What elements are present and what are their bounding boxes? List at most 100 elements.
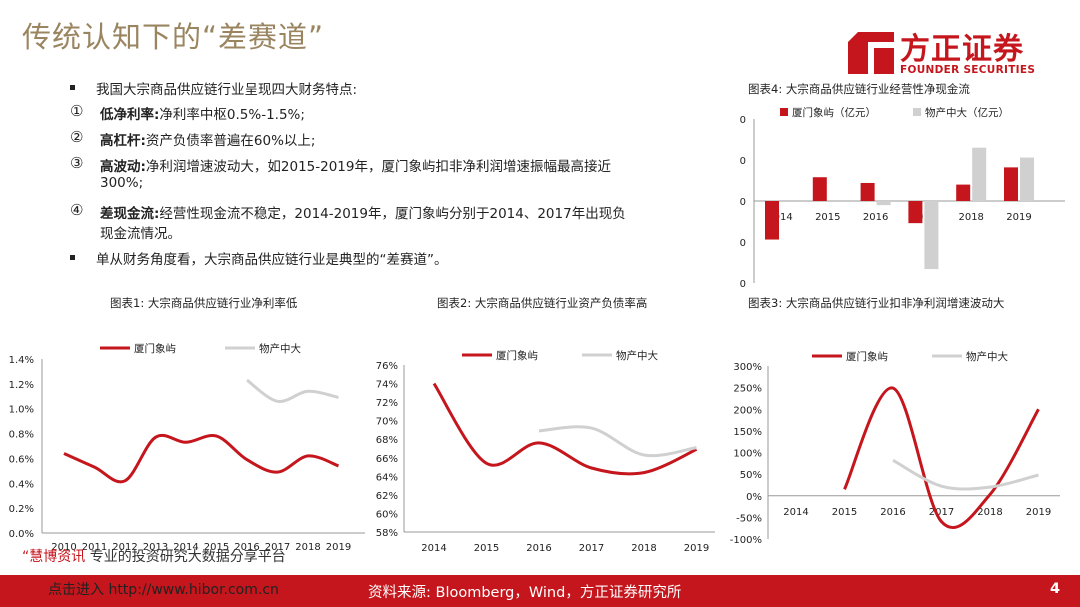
chart1-ytick-label: 1.4% [9,355,34,366]
logo-en: FOUNDER SECURITIES [900,64,1036,76]
point-3-key: 高波动: [100,159,146,175]
chart2-ytick-label: 70% [376,417,398,428]
chart4-xtick-label: 2017 [911,212,936,223]
chart4-bar [812,177,827,201]
chart3-legend-label: 物产中大 [966,350,1008,363]
point-2-key: 高杠杆: [100,133,146,149]
chart3-ytick-label: 300% [733,362,762,373]
watermark-link[interactable]: 点击进入 http://www.hibor.com.cn [48,582,279,598]
chart2-ytick-label: 66% [376,454,398,465]
chart2-series-line [432,382,698,476]
chart4-xtick-label: 2018 [958,212,983,223]
chart4-bar [765,201,779,240]
chart3-ytick-label: -50% [736,513,762,524]
chart2-line-chart: 76% 74% 72% 70% 68% 66% 64% 62% 60% 58% 2014 2015 20… [376,349,715,554]
chart2-ytick-label: 76% [376,361,398,372]
point-4-number: ④ [70,201,84,219]
point-1-number: ① [70,102,84,120]
point-3-number: ③ [70,154,84,172]
page-title: 传统认知下的“差赛道” [22,20,325,54]
chart2-xtick-label: 2018 [631,543,656,554]
chart4-legend-label: 厦门象屿（亿元） [792,106,876,119]
bullet-icon [70,85,75,90]
chart3-ytick-label: -100% [730,535,762,546]
chart1-ytick-label: 0.2% [9,504,34,515]
chart3-ytick-label: 0% [746,492,762,503]
chart2-legend-label: 物产中大 [616,349,658,362]
chart1-xtick-label: 2019 [326,542,351,553]
chart1-legend-label: 物产中大 [259,342,301,355]
watermark-brand: “慧博资讯 [22,549,86,565]
chart2-xtick-label: 2014 [421,543,446,554]
chart3-series-line [892,458,1039,491]
chart3-ytick-label: 50% [740,470,762,481]
point-1-key: 低净利率: [100,107,160,123]
chart4-legend-label: 物产中大（亿元） [925,106,1009,119]
chart4-ytick-label: -100 [740,279,746,290]
point-1: 低净利率:净利率中枢0.5%-1.5%; [100,103,305,123]
point-4-text: 经营性现金流不稳定，2014-2019年，厦门象屿分别于2014、2017年出现… [159,206,626,222]
chart2-ytick-label: 58% [376,528,398,539]
point-2: 高杠杆:资产负债率普遍在60%以上; [100,129,315,149]
chart2-ytick-label: 72% [376,398,398,409]
chart2-legend-label: 厦门象屿 [496,349,538,362]
chart1-title: 图表1: 大宗商品供应链行业净利率低 [110,296,298,310]
point-1-text: 净利率中枢0.5%-1.5%; [159,107,305,123]
chart4-bar [1020,157,1034,201]
chart3-ytick-label: 150% [733,427,762,438]
chart3-series-line [843,386,1040,530]
chart3-xtick-label: 2017 [929,507,954,518]
chart3-ytick-label: 100% [733,449,762,460]
chart2-ytick-label: 74% [376,380,398,391]
page-number: 4 [1050,581,1061,597]
chart4-xtick-label: 2016 [863,212,888,223]
source-note: 资料来源: Bloomberg，Wind，方正证券研究所 [368,585,682,601]
chart1-legend-label: 厦门象屿 [134,342,176,355]
chart1-series-line [246,378,339,403]
chart1-xtick-label: 2011 [82,542,107,553]
footer-bar [0,575,1080,607]
watermark-line1: “慧博资讯 专业的投资研究大数据分享平台 [22,546,286,566]
point-4: 差现金流:经营性现金流不稳定，2014-2019年，厦门象屿分别于2014、20… [100,202,626,222]
chart4-bar [956,184,971,201]
chart1-series-line [63,433,340,484]
chart4-xtick-label: 2015 [815,212,840,223]
chart3-ytick-label: 200% [733,405,762,416]
chart3-xtick-label: 2015 [832,507,857,518]
logo-cn: 方正证券 [900,32,1024,67]
chart2-xtick-label: 2015 [474,543,499,554]
point-3: 高波动:净利润增速波动大，如2015-2019年，厦门象屿扣非净利润增速振幅最高… [100,155,611,175]
chart4-bar [972,147,987,201]
chart3-legend-label: 厦门象屿 [846,350,888,363]
chart4-ytick-label: -50 [740,238,746,249]
chart1-xtick-label: 2014 [173,542,198,553]
point-4-text-cont: 现金流情况。 [100,226,181,242]
chart1-xtick-label: 2018 [295,542,320,553]
chart4-legend-swatch [913,108,921,116]
chart4-ytick-label: 0 [740,197,746,208]
chart3-xtick-label: 2019 [1026,507,1051,518]
chart1-ytick-label: 0.0% [9,529,34,540]
chart2-ytick-label: 62% [376,491,398,502]
chart4-bar [924,201,939,270]
chart1-ytick-label: 1.0% [9,405,34,416]
chart2-ytick-label: 64% [376,472,398,483]
chart4-legend-swatch [780,108,788,116]
chart4-ytick-label: 50 [740,156,746,167]
conclusion-text: 单从财务角度看，大宗商品供应链行业是典型的“差赛道”。 [96,252,448,268]
chart2-ytick-label: 68% [376,435,398,446]
chart4-xtick-label: 2014 [767,212,792,223]
bullet-icon [70,255,75,260]
watermark-text: 专业的投资研究大数据分享平台 [89,549,286,565]
chart2-xtick-label: 2019 [684,543,709,554]
point-3-text-cont: 300%; [100,175,144,191]
chart1-xtick-label: 2012 [112,542,137,553]
chart1-xtick-label: 2015 [204,542,229,553]
chart4-bar [1004,167,1018,201]
chart3-xtick-label: 2018 [977,507,1002,518]
chart1-line-chart: 1.4% 1.2% 1.0% 0.8% 0.6% 0.4% 0.2% 0.0% 2010 2011… [9,342,365,553]
intro-text: 我国大宗商品供应链行业呈现四大财务特点: [96,82,358,98]
chart3-ytick-label: 250% [733,384,762,395]
chart1-ytick-label: 0.6% [9,454,34,465]
chart4-title: 图表4: 大宗商品供应链行业经营性净现金流 [748,82,970,96]
